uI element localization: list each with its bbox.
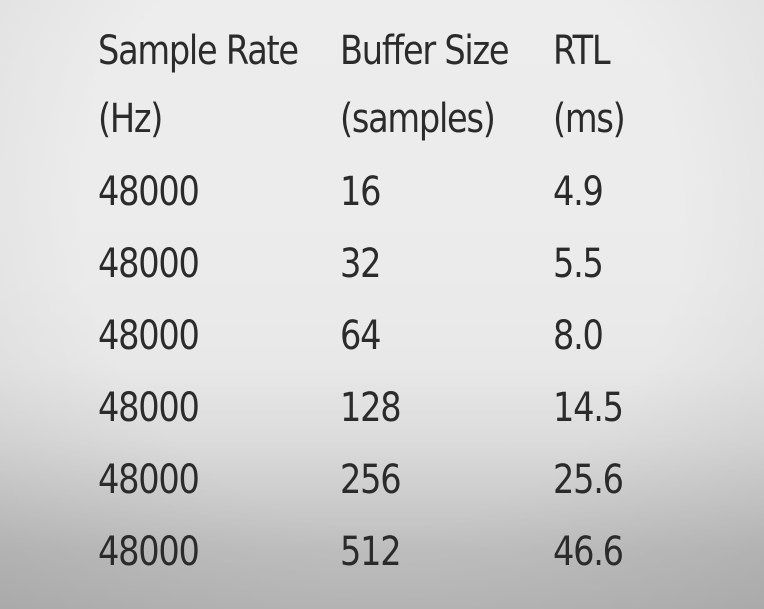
header-row-2: (Hz) (samples) (ms) xyxy=(98,82,718,156)
header-rtl: RTL xyxy=(553,28,611,74)
table-row: 48000 512 46.6 xyxy=(98,516,718,588)
latency-table: Sample Rate Buffer Size RTL (Hz) (sample… xyxy=(98,20,718,588)
cell-sample-rate: 48000 xyxy=(98,169,200,215)
cell-buffer-size: 512 xyxy=(340,529,402,575)
table-row: 48000 256 25.6 xyxy=(98,444,718,516)
cell-buffer-size: 64 xyxy=(340,313,382,359)
cell-rtl: 5.5 xyxy=(553,241,604,287)
cell-buffer-size: 16 xyxy=(340,169,382,215)
table-row: 48000 128 14.5 xyxy=(98,372,718,444)
header-buffer-size: Buffer Size xyxy=(340,28,510,74)
cell-sample-rate: 48000 xyxy=(98,457,200,503)
table-row: 48000 32 5.5 xyxy=(98,228,718,300)
cell-buffer-size: 128 xyxy=(340,385,402,431)
cell-sample-rate: 48000 xyxy=(98,529,200,575)
cell-sample-rate: 48000 xyxy=(98,313,200,359)
header-rtl-unit: (ms) xyxy=(553,96,626,142)
table-row: 48000 64 8.0 xyxy=(98,300,718,372)
table-row: 48000 16 4.9 xyxy=(98,156,718,228)
header-sample-rate: Sample Rate xyxy=(98,28,299,74)
cell-rtl: 14.5 xyxy=(553,385,624,431)
cell-rtl: 46.6 xyxy=(553,529,624,575)
cell-rtl: 25.6 xyxy=(553,457,624,503)
cell-buffer-size: 256 xyxy=(340,457,402,503)
header-sample-rate-unit: (Hz) xyxy=(98,96,163,142)
cell-rtl: 8.0 xyxy=(553,313,604,359)
cell-sample-rate: 48000 xyxy=(98,385,200,431)
cell-buffer-size: 32 xyxy=(340,241,382,287)
header-row-1: Sample Rate Buffer Size RTL xyxy=(98,20,718,82)
header-buffer-size-unit: (samples) xyxy=(340,96,496,142)
cell-rtl: 4.9 xyxy=(553,169,604,215)
cell-sample-rate: 48000 xyxy=(98,241,200,287)
